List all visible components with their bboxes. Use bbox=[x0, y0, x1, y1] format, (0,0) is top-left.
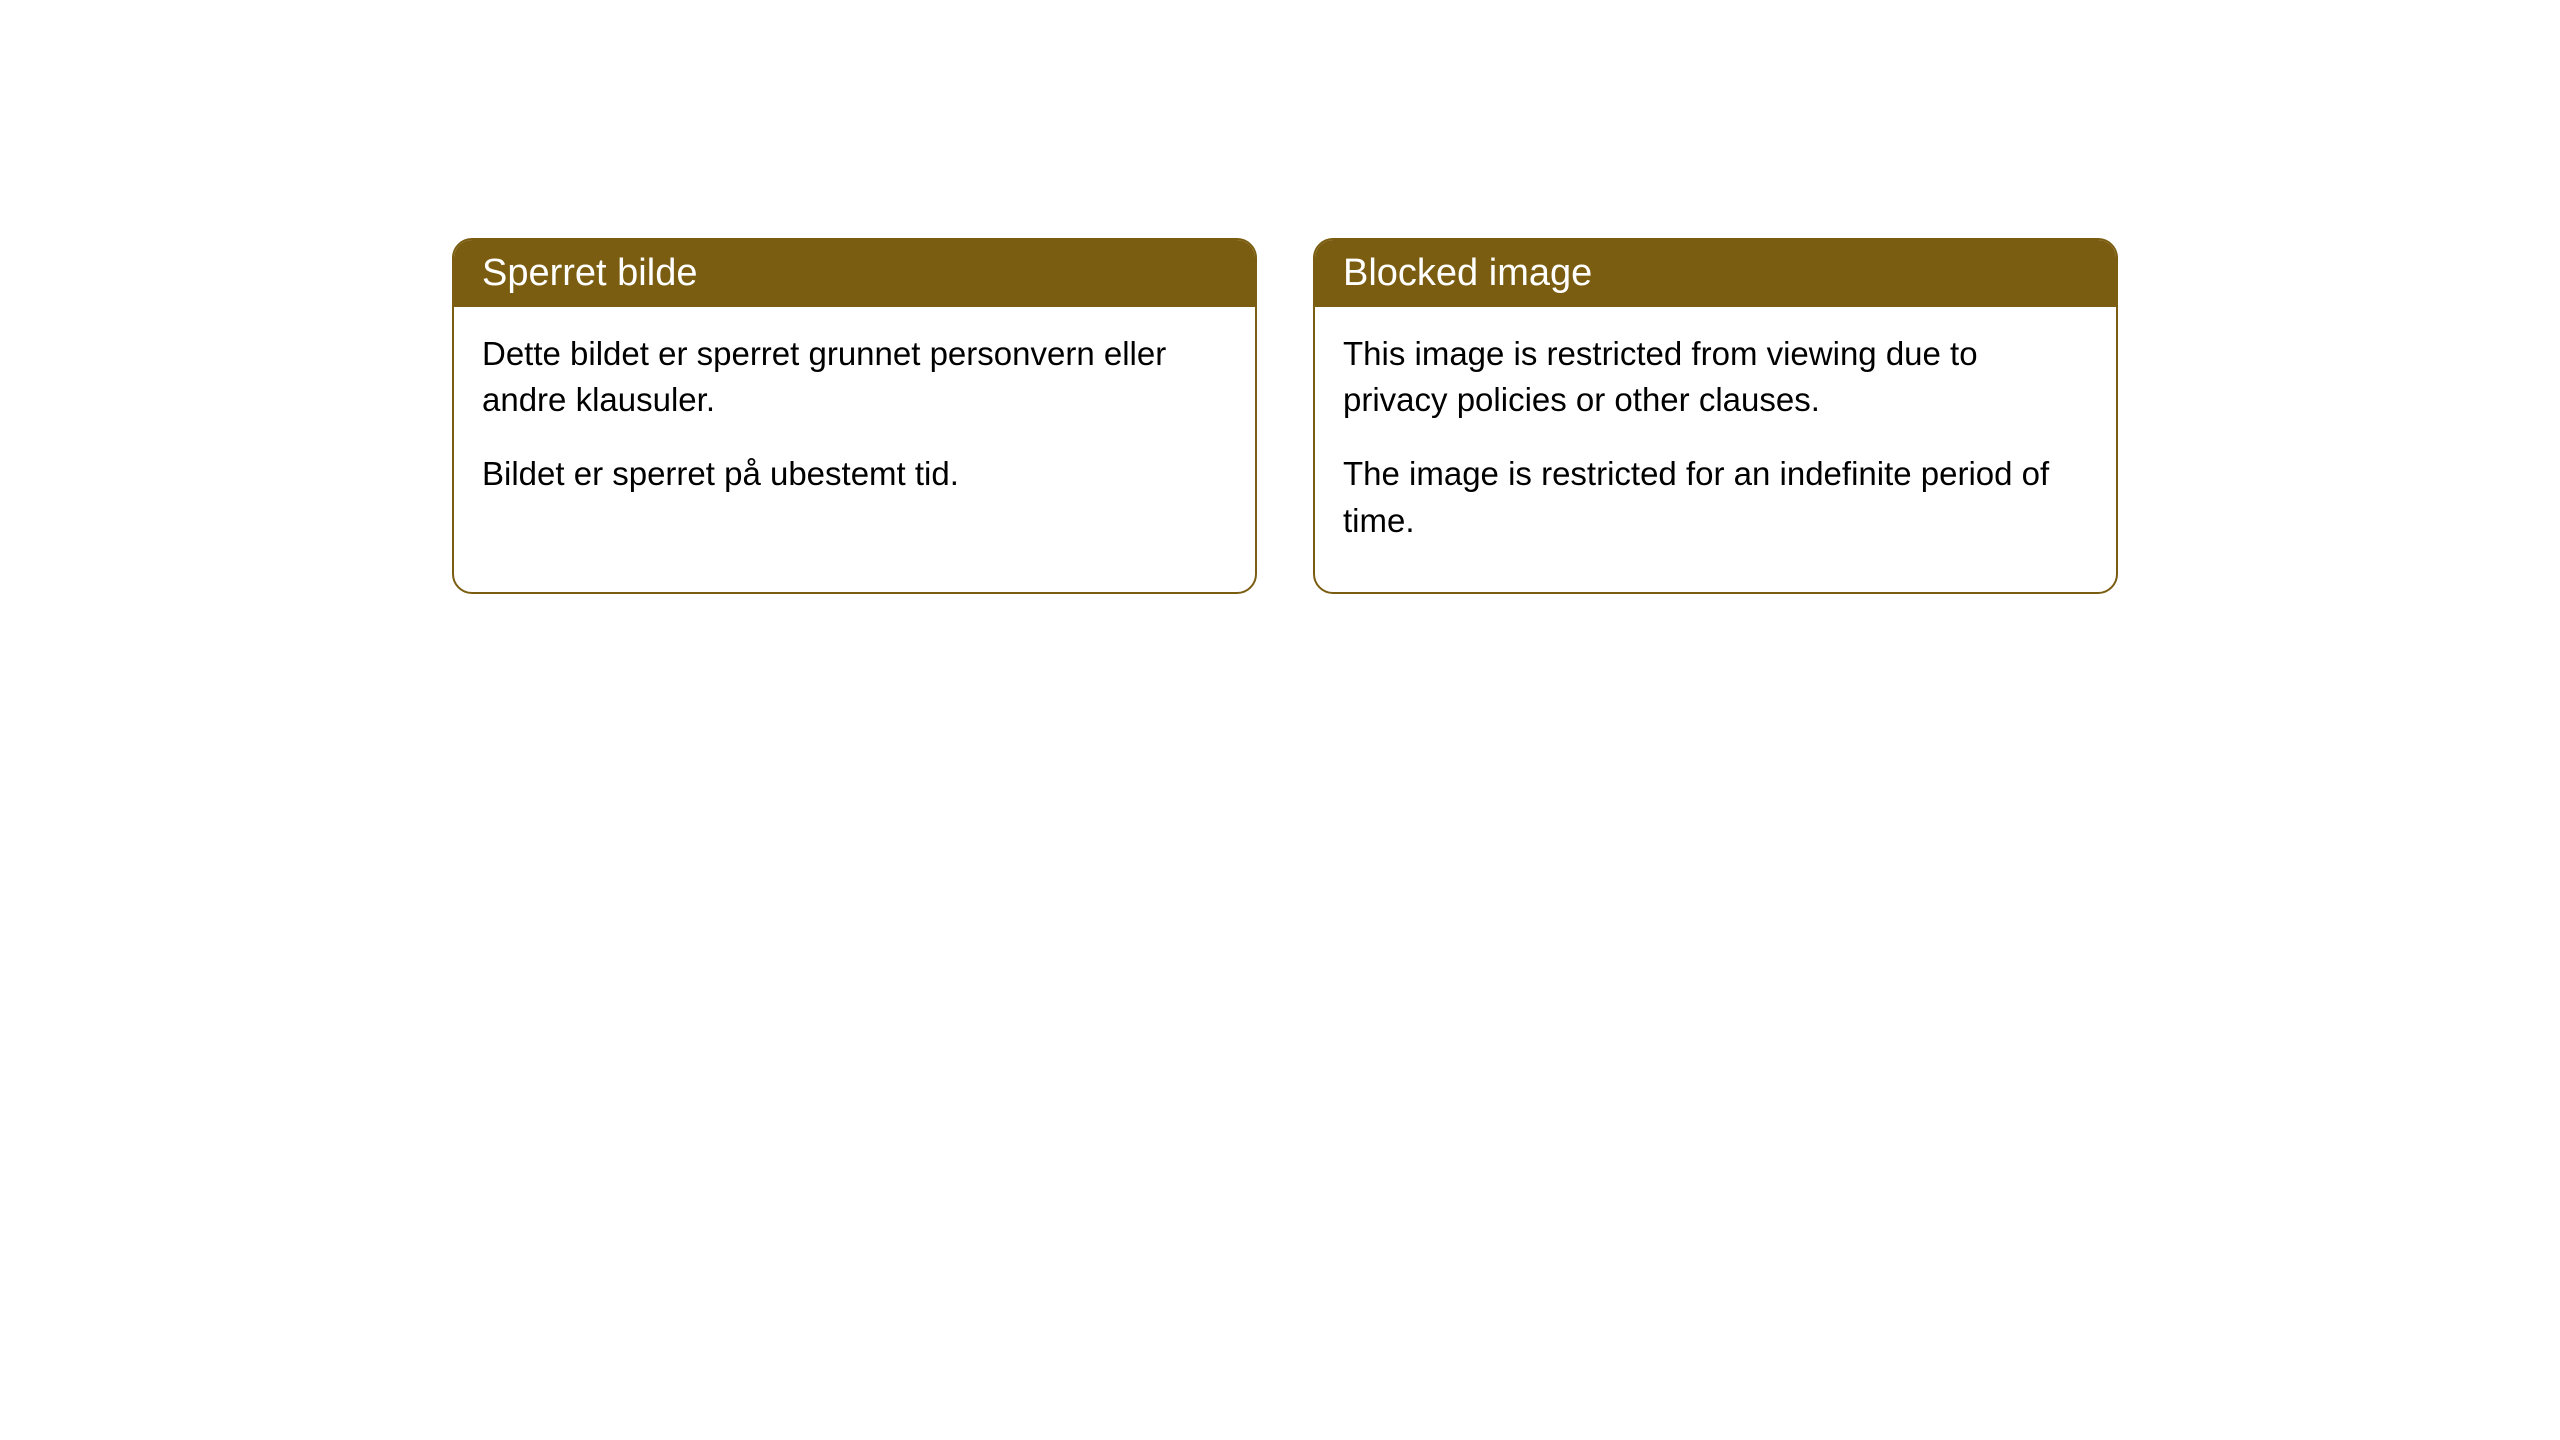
card-paragraph-en-1: This image is restricted from viewing du… bbox=[1343, 331, 2088, 423]
card-title-no: Sperret bilde bbox=[482, 252, 697, 294]
blocked-image-card-en: Blocked image This image is restricted f… bbox=[1313, 238, 2118, 594]
card-body-en: This image is restricted from viewing du… bbox=[1315, 307, 2116, 592]
card-title-en: Blocked image bbox=[1343, 252, 1592, 294]
notice-container: Sperret bilde Dette bildet er sperret gr… bbox=[0, 0, 2560, 594]
card-header-en: Blocked image bbox=[1315, 240, 2116, 307]
card-paragraph-no-1: Dette bildet er sperret grunnet personve… bbox=[482, 331, 1227, 423]
card-body-no: Dette bildet er sperret grunnet personve… bbox=[454, 307, 1255, 546]
blocked-image-card-no: Sperret bilde Dette bildet er sperret gr… bbox=[452, 238, 1257, 594]
card-header-no: Sperret bilde bbox=[454, 240, 1255, 307]
card-paragraph-no-2: Bildet er sperret på ubestemt tid. bbox=[482, 451, 1227, 497]
card-paragraph-en-2: The image is restricted for an indefinit… bbox=[1343, 451, 2088, 543]
